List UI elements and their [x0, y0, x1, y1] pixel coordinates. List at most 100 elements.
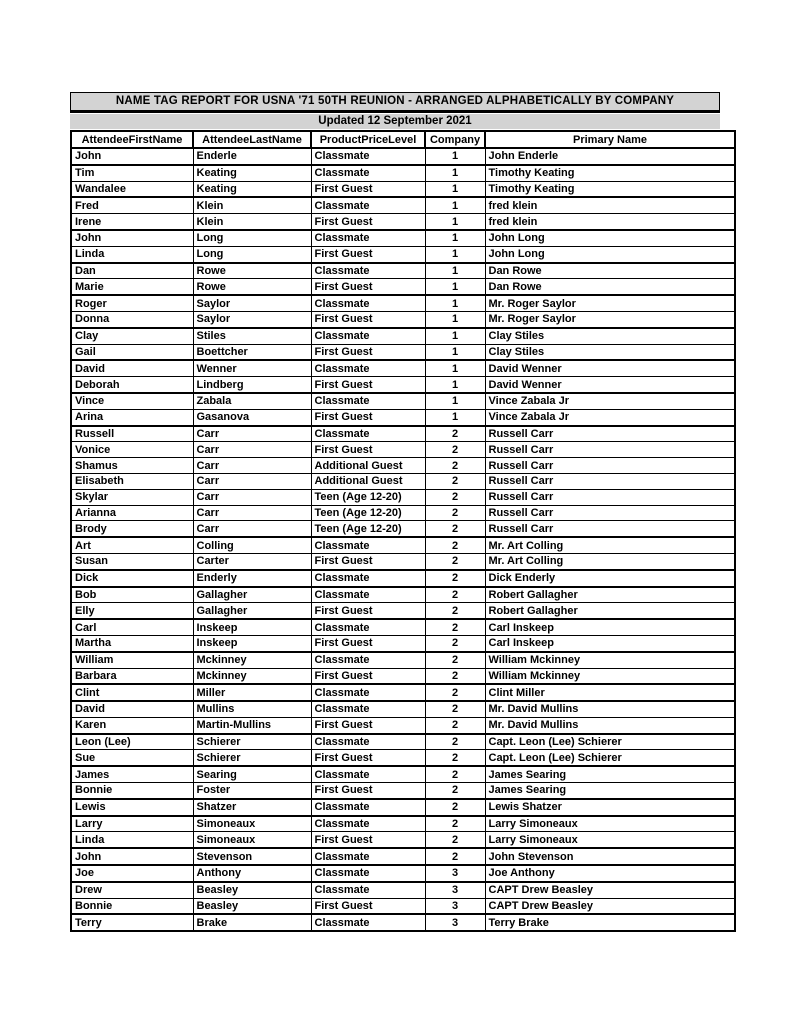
company-cell: 1	[424, 376, 486, 394]
price-level-cell: First Guest	[310, 376, 426, 394]
last-name-cell: Klein	[192, 213, 312, 231]
primary-name-cell: Larry Simoneaux	[484, 814, 736, 833]
table-row: Marie Rowe First Guest 1 Dan Rowe	[70, 278, 736, 296]
price-level-cell: Classmate	[310, 228, 426, 247]
primary-name-cell: Clay Stiles	[484, 326, 736, 345]
company-cell: 2	[424, 814, 486, 833]
table-row: Joe Anthony Classmate 3 Joe Anthony	[70, 864, 736, 883]
first-name-cell: Irene	[70, 213, 194, 231]
company-cell: 2	[424, 831, 486, 849]
price-level-cell: Classmate	[310, 765, 426, 784]
first-name-cell: Dick	[70, 568, 194, 588]
company-cell: 1	[424, 245, 486, 264]
table-row: Carl Inskeep Classmate 2 Carl Inskeep	[70, 618, 736, 636]
price-level-cell: Additional Guest	[310, 472, 426, 490]
table-row: Wandalee Keating First Guest 1 Timothy Keati…	[70, 180, 736, 198]
last-name-cell: Klein	[192, 196, 312, 215]
table-row: Art Colling Classmate 2 Mr. Art Colling	[70, 536, 736, 554]
first-name-cell: Donna	[70, 310, 194, 329]
primary-name-cell: fred klein	[484, 213, 736, 231]
primary-name-cell: CAPT Drew Beasley	[484, 880, 736, 899]
table-row: Linda Simoneaux First Guest 2 Larry Simoneau…	[70, 831, 736, 849]
primary-name-cell: Mr. Roger Saylor	[484, 294, 736, 312]
primary-name-cell: John Long	[484, 228, 736, 247]
first-name-cell: Elisabeth	[70, 472, 194, 490]
table-row: David Mullins Classmate 2 Mr. David Mullins	[70, 700, 736, 718]
price-level-cell: First Guest	[310, 180, 426, 198]
first-name-cell: Shamus	[70, 457, 194, 474]
primary-name-cell: Robert Gallagher	[484, 602, 736, 620]
price-level-cell: First Guest	[310, 278, 426, 296]
company-cell: 2	[424, 472, 486, 490]
last-name-cell: Anthony	[192, 864, 312, 883]
price-level-cell: Classmate	[310, 618, 426, 636]
company-cell: 1	[424, 196, 486, 215]
company-cell: 2	[424, 441, 486, 459]
table-row: Sue Schierer First Guest 2 Capt. Leon (Lee) …	[70, 749, 736, 767]
first-name-cell: Vince	[70, 391, 194, 410]
last-name-cell: Carr	[192, 472, 312, 490]
price-level-cell: Classmate	[310, 424, 426, 443]
primary-name-cell: James Searing	[484, 782, 736, 800]
price-level-cell: Classmate	[310, 568, 426, 588]
company-cell: 2	[424, 520, 486, 538]
primary-name-cell: Timothy Keating	[484, 163, 736, 182]
price-level-cell: Classmate	[310, 847, 426, 866]
last-name-cell: Stiles	[192, 326, 312, 345]
last-name-cell: Gasanova	[192, 408, 312, 427]
company-cell: 1	[424, 310, 486, 329]
price-level-cell: First Guest	[310, 441, 426, 459]
table-header-row: AttendeeFirstName AttendeeLastName Product…	[70, 130, 736, 149]
price-level-cell: Classmate	[310, 650, 426, 669]
price-level-cell: Teen (Age 12-20)	[310, 488, 426, 506]
company-cell: 1	[424, 294, 486, 312]
company-cell: 3	[424, 864, 486, 883]
column-header-company: Company	[424, 130, 486, 149]
primary-name-cell: Capt. Leon (Lee) Schierer	[484, 732, 736, 751]
table-row: James Searing Classmate 2 James Searing	[70, 765, 736, 784]
price-level-cell: Classmate	[310, 585, 426, 604]
company-cell: 3	[424, 913, 486, 932]
price-level-cell: First Guest	[310, 667, 426, 685]
price-level-cell: Classmate	[310, 864, 426, 883]
table-row: Donna Saylor First Guest 1 Mr. Roger Saylor	[70, 310, 736, 329]
table-row: Tim Keating Classmate 1 Timothy Keating	[70, 163, 736, 182]
table-row: Clay Stiles Classmate 1 Clay Stiles	[70, 326, 736, 345]
primary-name-cell: CAPT Drew Beasley	[484, 897, 736, 915]
last-name-cell: Rowe	[192, 278, 312, 296]
first-name-cell: Clint	[70, 683, 194, 702]
company-cell: 2	[424, 667, 486, 685]
table-row: Roger Saylor Classmate 1 Mr. Roger Saylor	[70, 294, 736, 312]
column-header-last-name: AttendeeLastName	[192, 130, 312, 149]
price-level-cell: First Guest	[310, 552, 426, 571]
primary-name-cell: Russell Carr	[484, 457, 736, 474]
last-name-cell: Mckinney	[192, 650, 312, 669]
last-name-cell: Martin-Mullins	[192, 716, 312, 735]
last-name-cell: Boettcher	[192, 343, 312, 361]
primary-name-cell: Mr. David Mullins	[484, 700, 736, 718]
company-cell: 1	[424, 359, 486, 378]
company-cell: 1	[424, 391, 486, 410]
table-row: Arina Gasanova First Guest 1 Vince Zabala Jr	[70, 408, 736, 427]
primary-name-cell: John Enderle	[484, 147, 736, 166]
first-name-cell: Larry	[70, 814, 194, 833]
company-cell: 2	[424, 716, 486, 735]
first-name-cell: Drew	[70, 880, 194, 899]
report-updated-date: Updated 12 September 2021	[70, 114, 720, 129]
price-level-cell: Classmate	[310, 196, 426, 215]
primary-name-cell: Russell Carr	[484, 488, 736, 506]
company-cell: 2	[424, 504, 486, 522]
last-name-cell: Saylor	[192, 310, 312, 329]
primary-name-cell: Dick Enderly	[484, 568, 736, 588]
last-name-cell: Foster	[192, 782, 312, 800]
company-cell: 2	[424, 457, 486, 474]
price-level-cell: First Guest	[310, 782, 426, 800]
last-name-cell: Schierer	[192, 749, 312, 767]
first-name-cell: William	[70, 650, 194, 669]
table-row: Skylar Carr Teen (Age 12-20) 2 Russell Carr	[70, 488, 736, 506]
last-name-cell: Miller	[192, 683, 312, 702]
company-cell: 2	[424, 749, 486, 767]
first-name-cell: Carl	[70, 618, 194, 636]
price-level-cell: Additional Guest	[310, 457, 426, 474]
table-row: David Wenner Classmate 1 David Wenner	[70, 359, 736, 378]
